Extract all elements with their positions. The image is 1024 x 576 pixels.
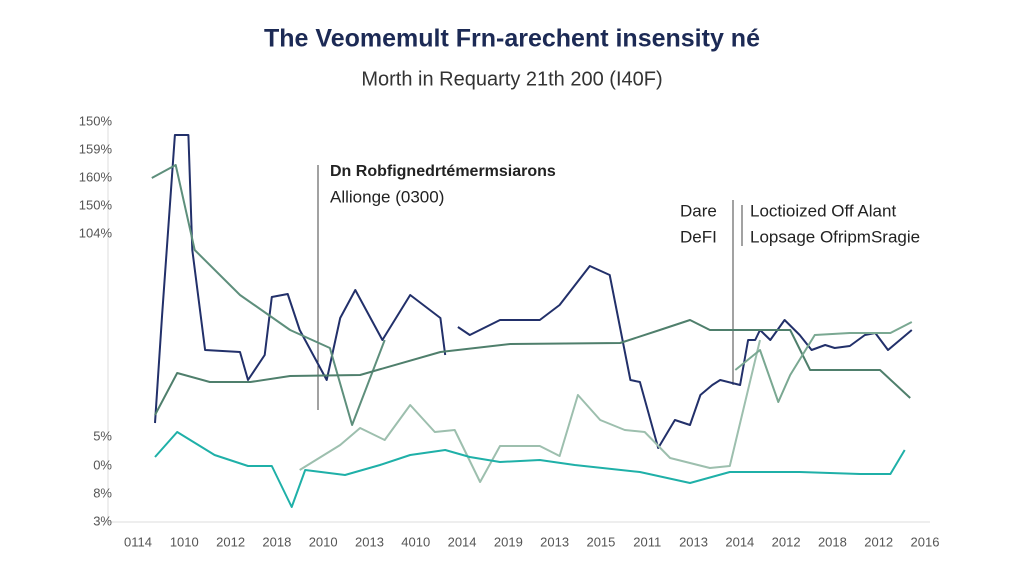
x-tick-label: 2018 [818,534,847,549]
series-line [154,319,911,416]
y-tick-label: 3% [93,513,112,528]
annotation: Lopsage OfripmSragie [750,227,920,246]
y-tick-label: 150% [79,113,113,128]
x-tick-label: 2012 [772,534,801,549]
x-tick-label: 2016 [911,534,940,549]
annotation: Loctioized Off Alant [750,201,896,220]
y-tick-label: 0% [93,457,112,472]
annotation: DeFI [680,227,717,246]
x-tick-label: 2013 [679,534,708,549]
annotation: Dare [680,201,717,220]
y-tick-label: 159% [79,141,113,156]
x-tick-label: 2010 [309,534,338,549]
x-tick-label: 2012 [864,534,893,549]
y-tick-label: 8% [93,485,112,500]
annotation: Dn Robfignedrtémermsiarons [330,163,556,180]
x-tick-label: 2015 [586,534,615,549]
chart-title: The Veomemult Frn-arechent insensity né [264,25,760,53]
series-line [154,134,913,449]
y-tick-label: 150% [79,197,113,212]
series-line [154,431,906,508]
chart-subtitle: Morth in Requarty 21th 200 (I40F) [361,68,662,90]
x-tick-label: 2019 [494,534,523,549]
x-tick-label: 0114 [124,534,152,549]
x-tick-label: 1010 [170,534,199,549]
x-tick-label: 2014 [725,534,754,549]
annotation: Allionge (0300) [330,187,444,206]
x-tick-label: 2012 [216,534,245,549]
plot-area [151,134,913,508]
x-tick-label: 2011 [633,534,661,549]
series-line [734,321,913,403]
x-tick-label: 2013 [355,534,384,549]
series-line [299,339,761,483]
x-tick-label: 2013 [540,534,569,549]
x-tick-label: 2018 [262,534,291,549]
x-tick-label: 4010 [401,534,430,549]
x-tick-label: 2014 [448,534,477,549]
y-tick-label: 5% [93,428,112,443]
y-tick-label: 104% [79,225,113,240]
series-line [151,164,386,426]
y-tick-label: 160% [79,169,113,184]
